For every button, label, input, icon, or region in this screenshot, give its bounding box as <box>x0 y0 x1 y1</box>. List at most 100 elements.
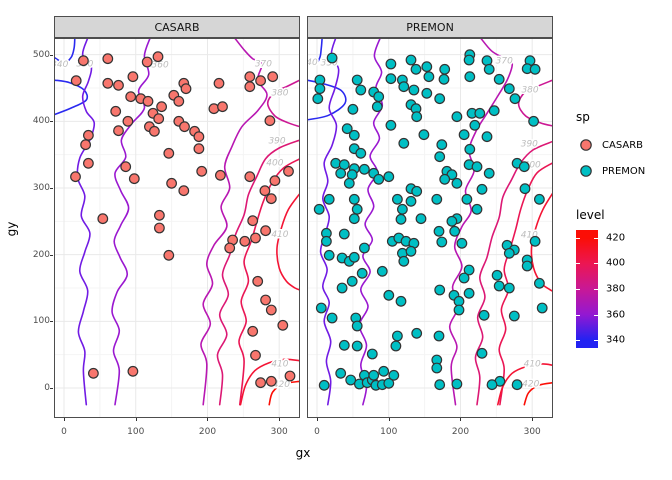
data-point-premon <box>493 280 505 292</box>
data-point-casarb <box>127 71 139 83</box>
data-point-premon <box>355 147 367 159</box>
data-point-premon <box>415 213 427 225</box>
data-point-premon <box>348 213 360 225</box>
data-point-premon <box>463 54 475 66</box>
colorbar-tick <box>576 289 580 290</box>
colorbar-tick-label: 400 <box>606 257 626 269</box>
data-point-premon <box>330 157 342 169</box>
data-point-premon <box>366 348 378 360</box>
colorbar-tick <box>576 237 580 239</box>
data-point-premon <box>481 131 493 143</box>
data-point-premon <box>418 129 430 141</box>
data-point-casarb <box>77 55 89 67</box>
data-point-casarb <box>178 185 190 197</box>
contour-label-380: 380 <box>521 85 538 95</box>
y-axis-tick <box>50 254 53 256</box>
data-point-premon <box>503 282 515 294</box>
colorbar-tick-label: 360 <box>606 309 626 321</box>
data-point-casarb <box>166 177 177 189</box>
data-point-premon <box>434 284 446 296</box>
data-point-premon <box>368 369 380 381</box>
contour-label-420: 420 <box>522 379 539 389</box>
colorbar-tick <box>594 237 598 239</box>
data-point-premon <box>521 260 533 272</box>
data-point-premon <box>341 123 353 135</box>
data-point-casarb <box>142 95 154 107</box>
x-axis-tick-label: 300 <box>523 427 541 437</box>
data-point-premon <box>533 193 545 205</box>
data-point-premon <box>464 143 476 155</box>
colorbar-tick <box>594 263 598 265</box>
data-point-premon <box>528 115 540 127</box>
colorbar-tick <box>576 340 580 342</box>
x-axis-tick <box>64 418 66 421</box>
data-point-premon <box>398 137 410 149</box>
data-point-premon <box>471 203 483 215</box>
contour-label-340: 340 <box>54 60 69 70</box>
data-point-premon <box>351 74 363 86</box>
x-axis-tick <box>207 418 209 421</box>
y-axis-tick <box>50 188 53 189</box>
legend-sp: sp CASARB PREMON <box>576 110 645 184</box>
data-point-premon <box>529 235 541 247</box>
data-point-casarb <box>80 139 91 151</box>
data-point-premon <box>536 302 548 314</box>
y-axis-title: gy <box>4 221 19 237</box>
data-point-casarb <box>264 115 276 127</box>
data-point-premon <box>355 84 367 96</box>
data-point-casarb <box>244 171 256 183</box>
data-point-premon <box>423 71 435 83</box>
contour-line-340 <box>54 38 76 64</box>
data-point-casarb <box>255 377 267 389</box>
data-point-premon <box>405 54 417 66</box>
data-point-premon <box>383 377 395 389</box>
data-point-premon <box>439 63 451 75</box>
data-point-premon <box>383 289 395 301</box>
contour-line-370 <box>200 38 268 406</box>
contour-label-410: 410 <box>524 359 541 369</box>
data-point-casarb <box>214 169 226 181</box>
contour-label-370: 370 <box>496 57 513 67</box>
data-point-premon <box>476 183 488 195</box>
data-point-casarb <box>284 370 296 382</box>
data-point-premon <box>318 379 330 391</box>
x-axis-tick <box>532 418 534 421</box>
data-point-casarb <box>250 232 261 244</box>
data-point-casarb <box>180 83 192 95</box>
data-point-premon <box>474 107 486 119</box>
y-axis-tick-label: 0 <box>44 383 50 393</box>
data-point-premon <box>348 251 360 263</box>
data-point-premon <box>359 163 370 175</box>
y-axis-tick <box>50 388 53 389</box>
y-axis-tick-label: 400 <box>32 116 50 127</box>
facet-strip-casarb: CASARB <box>54 16 300 38</box>
data-point-premon <box>533 277 545 289</box>
y-axis-tick-label: 100 <box>32 316 50 327</box>
data-point-premon <box>433 330 445 342</box>
data-point-premon <box>478 309 490 321</box>
data-point-premon <box>434 93 446 105</box>
data-point-casarb <box>247 325 259 337</box>
data-point-casarb <box>265 193 277 205</box>
data-point-premon <box>483 63 495 75</box>
contour-label-370: 370 <box>255 59 272 69</box>
data-point-premon <box>356 267 368 279</box>
data-point-casarb <box>244 81 256 93</box>
data-point-casarb <box>283 165 294 177</box>
colorbar-tick <box>576 314 580 316</box>
data-point-casarb <box>110 105 122 117</box>
data-point-premon <box>451 111 463 123</box>
data-point-casarb <box>125 91 137 103</box>
data-point-casarb <box>163 147 175 159</box>
data-point-premon <box>411 327 423 339</box>
contour-line-420 <box>268 380 300 406</box>
colorbar-tick-label: 420 <box>606 232 626 244</box>
data-point-premon <box>326 52 338 64</box>
data-point-premon <box>313 203 325 215</box>
data-point-casarb <box>224 242 236 254</box>
legend-level-title: level <box>576 208 605 222</box>
data-point-casarb <box>193 143 205 155</box>
x-axis-tick-label: 0 <box>61 427 67 437</box>
colorbar-tick-label: 340 <box>606 334 626 346</box>
